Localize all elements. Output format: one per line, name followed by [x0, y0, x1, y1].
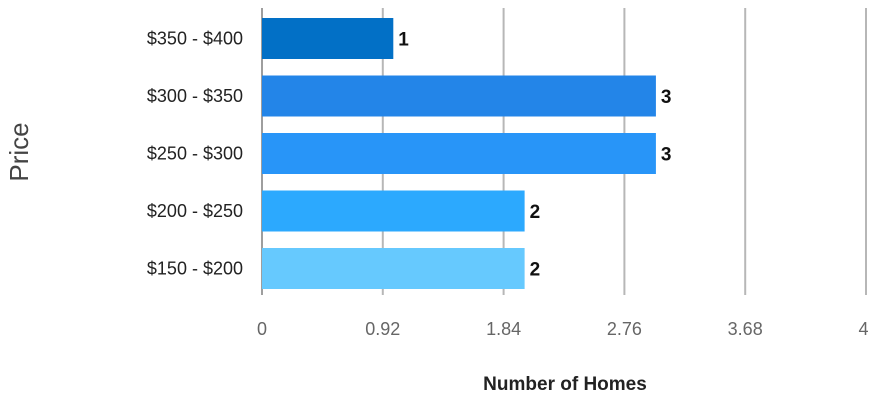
bars: [262, 18, 656, 289]
x-tick-label: 2.76: [607, 319, 642, 339]
category-label: $150 - $200: [147, 259, 243, 279]
category-label: $300 - $350: [147, 86, 243, 106]
category-labels: $350 - $400 $300 - $350 $250 - $300 $200 - …: [147, 29, 243, 279]
data-label: 2: [530, 202, 541, 223]
x-tick-label: 3.68: [728, 319, 763, 339]
x-tick-label: 4.: [858, 319, 869, 339]
x-tick-label: 0.92: [365, 319, 400, 339]
category-label: $250 - $300: [147, 144, 243, 164]
category-label: $350 - $400: [147, 29, 243, 49]
bar[interactable]: [262, 18, 394, 59]
bar[interactable]: [262, 75, 656, 117]
bar[interactable]: [262, 133, 656, 174]
data-label: 2: [530, 260, 541, 281]
data-label: 1: [398, 30, 409, 51]
data-label: 3: [661, 87, 672, 108]
x-tick-label: 0: [257, 319, 267, 339]
y-axis-title: Price: [4, 122, 34, 181]
bar[interactable]: [262, 190, 525, 232]
x-tick-labels: 0 0.92 1.84 2.76 3.68 4.: [257, 319, 869, 339]
category-label: $200 - $250: [147, 201, 243, 221]
bar[interactable]: [262, 248, 525, 289]
data-label: 3: [661, 145, 672, 166]
x-axis-title: Number of Homes: [483, 374, 647, 393]
data-labels: 1 3 3 2 2: [398, 30, 671, 281]
x-tick-label: 1.84: [486, 319, 521, 339]
